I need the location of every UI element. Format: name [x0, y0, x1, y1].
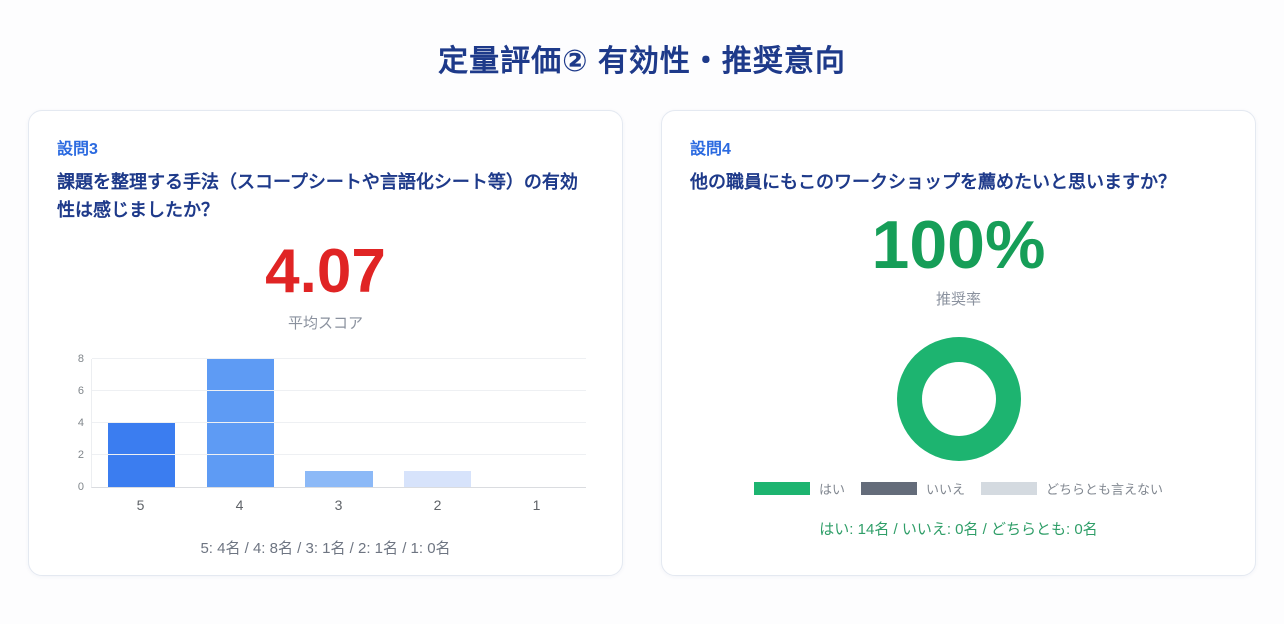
cards-container: 設問3 課題を整理する手法（スコープシートや言語化シート等）の有効性は感じました… [28, 110, 1256, 576]
average-score-label: 平均スコア [287, 314, 363, 332]
bar-column-4 [191, 358, 290, 487]
bar-5 [107, 422, 175, 487]
bar-chart: 0 2 4 6 8 5 4 3 2 1 [57, 353, 594, 513]
x-axis-label-4: 4 [235, 496, 244, 513]
legend-item-no: いいえ [860, 479, 965, 498]
x-axis-label-1: 1 [532, 496, 541, 513]
recommendation-caption: はい: 14名 / いいえ: 0名 / どちらとも: 0名 [819, 520, 1098, 538]
bar-chart-plot-area: 0 2 4 6 8 [78, 353, 586, 493]
donut-legend: はい いいえ どちらとも言えない [690, 479, 1227, 498]
donut-chart [896, 336, 1021, 461]
legend-label-neutral: どちらとも言えない [1046, 481, 1164, 497]
score-distribution-caption: 5: 4名 / 4: 8名 / 3: 1名 / 2: 1名 / 1: 0名 [200, 539, 451, 557]
legend-swatch-neutral [981, 481, 1037, 495]
legend-swatch-no [860, 481, 917, 495]
recommendation-rate-label: 推奨率 [935, 290, 981, 308]
x-axis-label-3: 3 [334, 496, 343, 513]
card-question-4: 設問4 他の職員にもこのワークショップを薦めたいと思いますか？ 100% 推奨率… [661, 110, 1256, 576]
gridline [92, 421, 586, 423]
page-title: 定量評価② 有効性・推奨意向 [438, 45, 846, 78]
bar-2 [404, 470, 472, 487]
legend-label-yes: はい [818, 481, 845, 497]
x-axis-label-5: 5 [136, 496, 145, 513]
donut-hole [921, 361, 996, 436]
bar-column-3 [290, 359, 389, 487]
x-axis-label-2: 2 [433, 496, 442, 513]
bar-column-2 [388, 359, 487, 487]
question-3-label: 設問3 [57, 141, 98, 158]
gridline [92, 389, 586, 391]
bar-chart-bars [92, 358, 586, 487]
legend-item-yes: はい [753, 479, 845, 498]
legend-item-neutral: どちらとも言えない [981, 479, 1163, 498]
question-3-text: 課題を整理する手法（スコープシートや言語化シート等）の有効性は感じましたか？ [57, 172, 578, 220]
donut-chart-wrap [690, 336, 1227, 461]
bar-column-5 [92, 359, 191, 487]
recommendation-rate-value: 100% [871, 206, 1046, 283]
legend-swatch-yes [753, 481, 810, 495]
gridline [92, 357, 586, 359]
gridline [92, 453, 586, 455]
bar-3 [305, 470, 373, 487]
y-axis-tick: 0 [77, 480, 84, 493]
average-score-value: 4.07 [265, 236, 386, 306]
question-4-label: 設問4 [690, 141, 731, 158]
card-question-3: 設問3 課題を整理する手法（スコープシートや言語化シート等）の有効性は感じました… [28, 110, 623, 576]
legend-label-no: いいえ [925, 481, 965, 497]
bar-column-1 [487, 359, 586, 487]
question-4-text: 他の職員にもこのワークショップを薦めたいと思いますか？ [690, 172, 1176, 192]
bar-chart-x-axis: 5 4 3 2 1 [91, 497, 586, 513]
y-axis-tick: 2 [77, 448, 84, 461]
bar-4 [206, 358, 274, 487]
y-axis-tick: 8 [77, 352, 84, 365]
y-axis-tick: 6 [77, 384, 84, 397]
y-axis-tick: 4 [77, 416, 84, 429]
